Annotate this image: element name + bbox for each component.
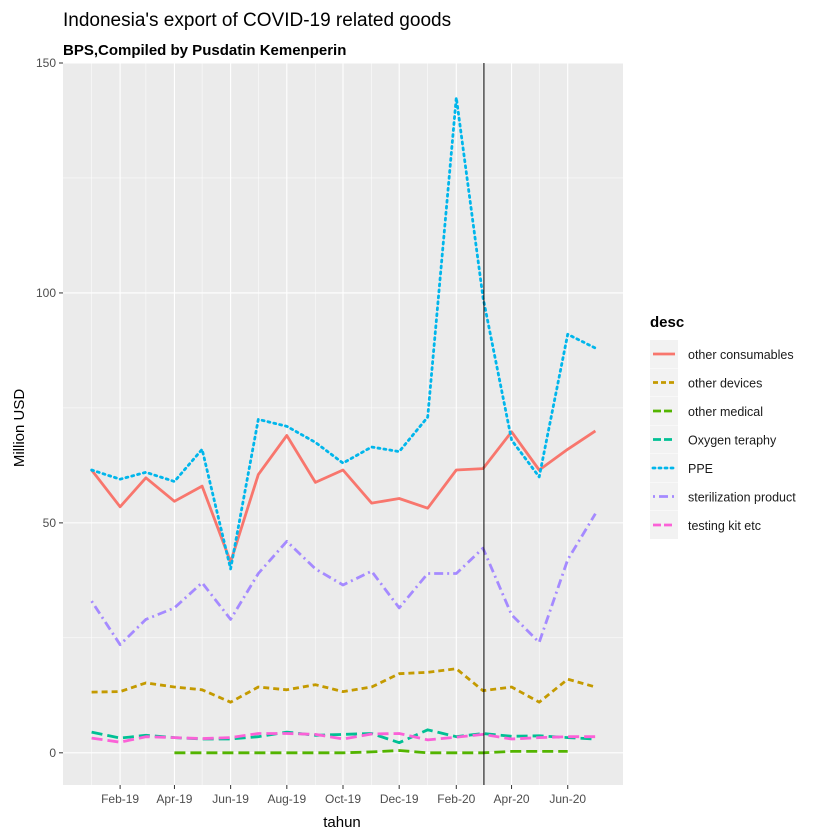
legend: desc other consumables other devices other… — [650, 314, 796, 539]
series-line-other-devices — [91, 667, 596, 704]
x-tick-label: Apr-19 — [156, 792, 192, 806]
x-tick-label: Jun-19 — [212, 792, 249, 806]
y-tick-label: 50 — [43, 516, 57, 530]
legend-label: PPE — [688, 462, 713, 476]
x-tick-label: Aug-19 — [267, 792, 306, 806]
x-tick-label: Dec-19 — [380, 792, 419, 806]
x-tick-label: Feb-20 — [437, 792, 475, 806]
y-tick-label: 150 — [36, 56, 56, 70]
series-line-other-medical — [174, 749, 568, 755]
x-tick-label: Jun-20 — [549, 792, 586, 806]
y-axis-title: Million USD — [11, 389, 28, 468]
legend-label: other consumables — [688, 348, 794, 362]
series-line-ppe — [90, 96, 597, 571]
x-tick-label: Oct-19 — [325, 792, 361, 806]
legend-label: testing kit etc — [688, 519, 761, 533]
series-line-testing-kit-etc — [91, 732, 596, 744]
y-tick-label: 100 — [36, 286, 56, 300]
x-axis-title: tahun — [323, 814, 361, 831]
x-tick-label: Apr-20 — [494, 792, 530, 806]
chart-subtitle: BPS,Compiled by Pusdatin Kemenperin — [63, 42, 346, 59]
series-line-other-consumables — [90, 429, 597, 564]
major-gridlines — [63, 62, 623, 785]
series-line-sterilization-product — [90, 512, 597, 647]
legend-title: desc — [650, 314, 684, 331]
axes: 0 50 100 150 Feb-19 Apr-19 Jun-19 Aug-19 Oct-19 D… — [36, 56, 586, 806]
series-lines — [90, 96, 597, 755]
legend-label: Oxygen teraphy — [688, 434, 777, 448]
x-tick-label: Feb-19 — [101, 792, 139, 806]
y-tick-label: 0 — [49, 746, 56, 760]
legend-label: other medical — [688, 405, 763, 419]
chart-title: Indonesia's export of COVID-19 related g… — [63, 10, 451, 31]
legend-label: sterilization product — [688, 491, 796, 505]
legend-label: other devices — [688, 377, 762, 391]
